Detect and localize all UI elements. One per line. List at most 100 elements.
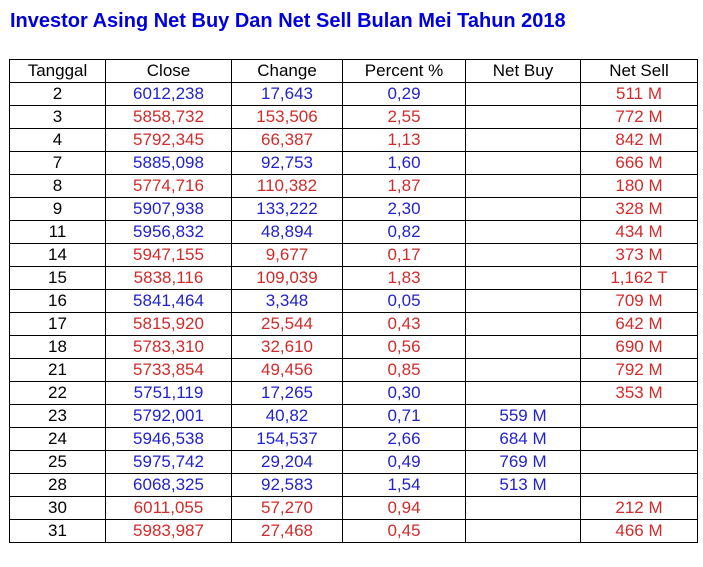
- cell-tanggal: 16: [9, 289, 106, 313]
- cell-tanggal: 2: [9, 82, 106, 106]
- cell-net-buy: [465, 358, 581, 382]
- column-header-tanggal: Tanggal: [9, 59, 106, 83]
- page: Investor Asing Net Buy Dan Net Sell Bula…: [0, 10, 703, 567]
- cell-percent: 0,82: [342, 220, 466, 244]
- cell-net-buy: [465, 519, 581, 543]
- cell-net-buy: [465, 197, 581, 221]
- cell-change: 154,537: [231, 427, 343, 451]
- table-row: 2 6012,238 17,643 0,29 511 M: [9, 82, 698, 106]
- table-row: 28 6068,325 92,583 1,54 513 M: [9, 473, 698, 497]
- cell-tanggal: 21: [9, 358, 106, 382]
- cell-close: 5885,098: [105, 151, 232, 175]
- table-row: 17 5815,920 25,544 0,43 642 M: [9, 312, 698, 336]
- cell-close: 5947,155: [105, 243, 232, 267]
- cell-tanggal: 31: [9, 519, 106, 543]
- cell-net-buy: [465, 496, 581, 520]
- cell-tanggal: 7: [9, 151, 106, 175]
- page-title: Investor Asing Net Buy Dan Net Sell Bula…: [10, 10, 566, 32]
- cell-net-sell: 690 M: [580, 335, 698, 359]
- cell-percent: 0,05: [342, 289, 466, 313]
- cell-percent: 0,17: [342, 243, 466, 267]
- cell-percent: 1,13: [342, 128, 466, 152]
- table-row: 30 6011,055 57,270 0,94 212 M: [9, 496, 698, 520]
- table-row: 23 5792,001 40,82 0,71 559 M: [9, 404, 698, 428]
- cell-net-sell: 1,162 T: [580, 266, 698, 290]
- cell-percent: 0,94: [342, 496, 466, 520]
- cell-close: 5838,116: [105, 266, 232, 290]
- cell-net-buy: [465, 220, 581, 244]
- cell-change: 48,894: [231, 220, 343, 244]
- column-header-close: Close: [105, 59, 232, 83]
- cell-net-buy: [465, 82, 581, 106]
- cell-close: 5733,854: [105, 358, 232, 382]
- cell-net-sell: 842 M: [580, 128, 698, 152]
- cell-net-sell: 511 M: [580, 82, 698, 106]
- cell-percent: 1,87: [342, 174, 466, 198]
- cell-percent: 0,56: [342, 335, 466, 359]
- cell-tanggal: 15: [9, 266, 106, 290]
- table-row: 8 5774,716 110,382 1,87 180 M: [9, 174, 698, 198]
- column-header-net-sell: Net Sell: [580, 59, 698, 83]
- cell-net-buy: [465, 105, 581, 129]
- cell-net-buy: 559 M: [465, 404, 581, 428]
- column-header-net-buy: Net Buy: [465, 59, 581, 83]
- cell-percent: 1,54: [342, 473, 466, 497]
- cell-change: 110,382: [231, 174, 343, 198]
- cell-tanggal: 23: [9, 404, 106, 428]
- cell-percent: 0,49: [342, 450, 466, 474]
- cell-change: 27,468: [231, 519, 343, 543]
- cell-net-sell: 180 M: [580, 174, 698, 198]
- cell-net-buy: [465, 266, 581, 290]
- cell-change: 17,265: [231, 381, 343, 405]
- cell-percent: 0,71: [342, 404, 466, 428]
- cell-percent: 2,30: [342, 197, 466, 221]
- cell-close: 5975,742: [105, 450, 232, 474]
- cell-close: 5792,001: [105, 404, 232, 428]
- cell-close: 5956,832: [105, 220, 232, 244]
- cell-percent: 2,55: [342, 105, 466, 129]
- cell-tanggal: 11: [9, 220, 106, 244]
- cell-close: 5841,464: [105, 289, 232, 313]
- cell-net-sell: 666 M: [580, 151, 698, 175]
- cell-net-sell: 434 M: [580, 220, 698, 244]
- cell-change: 92,753: [231, 151, 343, 175]
- cell-percent: 2,66: [342, 427, 466, 451]
- cell-percent: 0,85: [342, 358, 466, 382]
- cell-net-sell: 353 M: [580, 381, 698, 405]
- table-row: 16 5841,464 3,348 0,05 709 M: [9, 289, 698, 313]
- cell-net-sell: 772 M: [580, 105, 698, 129]
- table-header-row: Tanggal Close Change Percent % Net Buy Net Se…: [9, 59, 698, 83]
- table-row: 4 5792,345 66,387 1,13 842 M: [9, 128, 698, 152]
- cell-close: 5792,345: [105, 128, 232, 152]
- cell-net-sell: 373 M: [580, 243, 698, 267]
- cell-net-buy: 684 M: [465, 427, 581, 451]
- cell-tanggal: 4: [9, 128, 106, 152]
- cell-net-sell: [580, 404, 698, 428]
- cell-close: 5815,920: [105, 312, 232, 336]
- cell-change: 153,506: [231, 105, 343, 129]
- table-row: 7 5885,098 92,753 1,60 666 M: [9, 151, 698, 175]
- cell-close: 5946,538: [105, 427, 232, 451]
- cell-percent: 0,43: [342, 312, 466, 336]
- cell-net-buy: [465, 381, 581, 405]
- cell-net-sell: 328 M: [580, 197, 698, 221]
- table-row: 14 5947,155 9,677 0,17 373 M: [9, 243, 698, 267]
- cell-percent: 1,60: [342, 151, 466, 175]
- cell-close: 5774,716: [105, 174, 232, 198]
- cell-tanggal: 18: [9, 335, 106, 359]
- table-row: 3 5858,732 153,506 2,55 772 M: [9, 105, 698, 129]
- cell-tanggal: 24: [9, 427, 106, 451]
- cell-close: 5783,310: [105, 335, 232, 359]
- table-row: 24 5946,538 154,537 2,66 684 M: [9, 427, 698, 451]
- cell-net-buy: [465, 151, 581, 175]
- table-row: 11 5956,832 48,894 0,82 434 M: [9, 220, 698, 244]
- cell-percent: 0,45: [342, 519, 466, 543]
- cell-net-sell: 642 M: [580, 312, 698, 336]
- table-row: 15 5838,116 109,039 1,83 1,162 T: [9, 266, 698, 290]
- cell-net-sell: [580, 473, 698, 497]
- cell-change: 133,222: [231, 197, 343, 221]
- cell-change: 17,643: [231, 82, 343, 106]
- cell-change: 66,387: [231, 128, 343, 152]
- cell-percent: 0,30: [342, 381, 466, 405]
- cell-tanggal: 25: [9, 450, 106, 474]
